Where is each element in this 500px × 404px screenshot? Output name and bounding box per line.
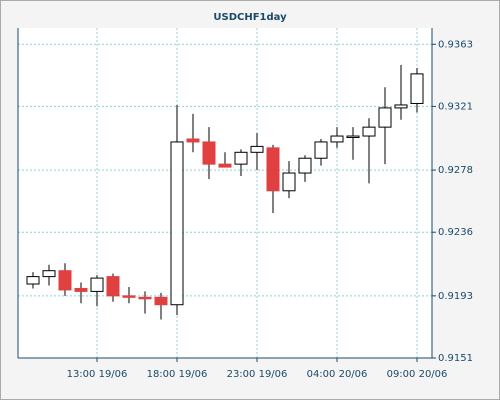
y-tick-label: 0.9151 — [438, 353, 473, 364]
y-tick-label: 0.9321 — [438, 101, 473, 112]
candle-body — [186, 138, 200, 143]
x-tick-label: 18:00 19/06 — [147, 369, 208, 380]
candle-body — [154, 296, 168, 306]
candle-body — [106, 276, 120, 297]
candle-body — [138, 296, 152, 300]
candle-body — [74, 287, 88, 292]
candle-body — [282, 172, 296, 192]
candle-body — [58, 270, 72, 291]
candle-body — [410, 73, 424, 104]
candle-body — [170, 141, 184, 306]
candle-body — [314, 141, 328, 159]
candle-body — [218, 163, 232, 168]
candle-body — [90, 277, 104, 292]
candle-body — [330, 135, 344, 143]
candle-body — [122, 295, 136, 298]
x-tick-label: 09:00 20/06 — [387, 369, 448, 380]
candle-body — [266, 147, 280, 192]
y-tick-label: 0.9278 — [438, 165, 473, 176]
candle-body — [362, 126, 376, 137]
x-tick-label: 13:00 19/06 — [67, 369, 128, 380]
candle-body — [42, 270, 56, 278]
plot-area — [18, 28, 432, 358]
candle-body — [346, 135, 360, 139]
candle-body — [394, 104, 408, 109]
candle-body — [298, 157, 312, 174]
x-tick-label: 23:00 19/06 — [227, 369, 288, 380]
candle-body — [250, 145, 264, 153]
y-tick-label: 0.9193 — [438, 291, 473, 302]
y-tick-label: 0.9363 — [438, 39, 473, 50]
y-tick-label: 0.9236 — [438, 227, 473, 238]
candle-body — [26, 276, 40, 285]
candle-body — [378, 107, 392, 128]
candle-body — [202, 141, 216, 165]
x-tick-label: 04:00 20/06 — [307, 369, 368, 380]
candle-body — [234, 151, 248, 165]
chart-title: USDCHF1day — [213, 12, 287, 23]
